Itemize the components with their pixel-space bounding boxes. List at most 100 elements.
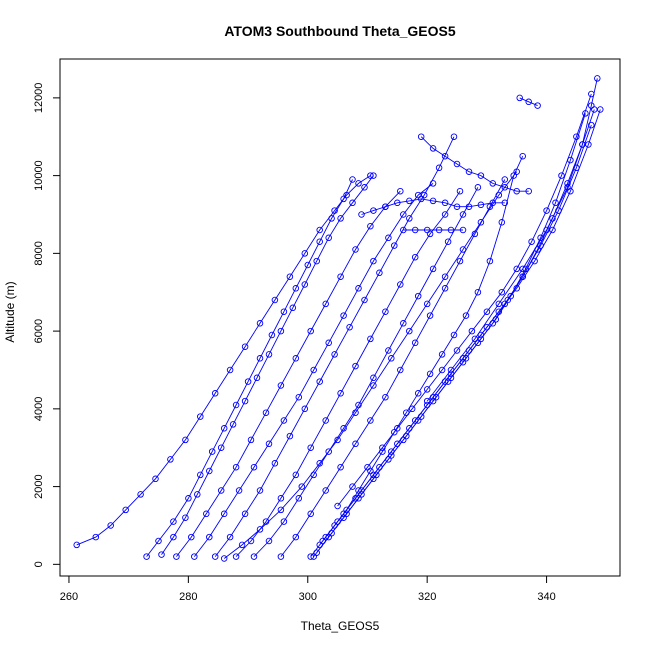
data-point — [265, 351, 273, 358]
data-point — [352, 362, 359, 370]
data-point — [495, 191, 503, 199]
data-point — [441, 285, 449, 292]
series-line-4 — [193, 183, 434, 557]
data-point — [352, 440, 359, 448]
data-point — [352, 495, 359, 502]
data-point — [423, 397, 431, 405]
data-point — [217, 487, 225, 494]
data-point — [447, 226, 455, 234]
data-point — [385, 347, 392, 354]
data-point — [92, 533, 100, 541]
data-point — [370, 207, 377, 214]
chart-title: ATOM3 Southbound Theta_GEOS5 — [224, 23, 455, 39]
data-point — [211, 553, 219, 560]
data-point — [229, 421, 237, 428]
data-point — [552, 199, 559, 207]
data-point — [208, 448, 216, 455]
data-point — [388, 448, 395, 455]
data-point — [507, 292, 514, 300]
data-point — [364, 463, 371, 471]
data-point — [167, 456, 174, 463]
data-point — [528, 238, 535, 245]
data-point — [501, 184, 509, 191]
data-point — [370, 374, 377, 382]
data-point — [170, 533, 177, 541]
data-point — [400, 226, 407, 234]
data-point — [483, 323, 491, 331]
data-point — [298, 483, 306, 490]
data-point — [498, 288, 506, 296]
data-point — [334, 502, 341, 510]
data-point — [382, 203, 389, 210]
data-point — [307, 444, 314, 451]
data-point — [256, 320, 264, 327]
data-point — [519, 273, 526, 280]
series-line-5 — [214, 136, 455, 557]
data-point — [226, 366, 234, 374]
data-point — [367, 417, 374, 424]
data-point — [271, 296, 279, 304]
data-point — [247, 537, 255, 545]
data-point — [573, 133, 580, 140]
data-point — [316, 460, 323, 467]
data-point — [194, 491, 201, 498]
data-point — [382, 308, 389, 315]
data-point — [301, 250, 309, 257]
data-point — [322, 417, 329, 424]
data-point — [525, 187, 532, 195]
data-point — [232, 463, 240, 471]
data-point — [316, 226, 323, 234]
data-point — [462, 312, 470, 319]
data-point — [411, 226, 419, 234]
data-point — [382, 393, 389, 401]
data-point — [152, 475, 159, 483]
data-point — [447, 366, 455, 374]
data-point — [474, 288, 482, 296]
y-tick-label: 10000 — [33, 160, 45, 191]
data-point — [313, 549, 320, 556]
series-line-2 — [161, 175, 374, 555]
data-point — [406, 215, 413, 222]
data-point — [477, 219, 485, 226]
data-point — [483, 308, 491, 315]
data-point — [417, 195, 425, 203]
data-point — [262, 409, 270, 416]
data-point — [250, 553, 258, 560]
data-point — [247, 436, 255, 444]
data-point — [334, 436, 341, 444]
data-point — [226, 533, 234, 541]
data-point — [588, 102, 595, 109]
series-line-8 — [280, 179, 506, 557]
data-point — [206, 533, 213, 541]
data-point — [292, 533, 300, 541]
data-point — [304, 261, 312, 269]
data-point — [525, 98, 532, 106]
data-point — [340, 312, 347, 319]
data-point — [543, 207, 550, 214]
data-point — [349, 176, 356, 183]
data-point — [232, 401, 240, 409]
data-point — [370, 471, 377, 479]
data-point — [370, 382, 377, 389]
y-tick-label: 12000 — [33, 83, 45, 114]
data-point — [459, 226, 467, 234]
data-point — [501, 199, 509, 207]
y-tick-label: 2000 — [33, 474, 45, 498]
data-point — [277, 327, 285, 335]
data-point — [197, 413, 204, 420]
data-point — [394, 199, 401, 207]
data-point — [361, 296, 368, 304]
data-point — [429, 197, 437, 205]
data-point — [438, 366, 446, 374]
series-line-15 — [426, 78, 598, 402]
data-point — [349, 199, 356, 207]
y-axis-label: Altitude (m) — [3, 281, 17, 342]
plot-area — [73, 75, 604, 562]
data-point — [253, 374, 261, 382]
data-point — [250, 463, 258, 471]
data-point — [328, 215, 335, 222]
x-tick-label: 320 — [418, 591, 436, 603]
data-point — [155, 537, 162, 545]
data-point — [477, 172, 485, 179]
data-point — [337, 273, 344, 280]
